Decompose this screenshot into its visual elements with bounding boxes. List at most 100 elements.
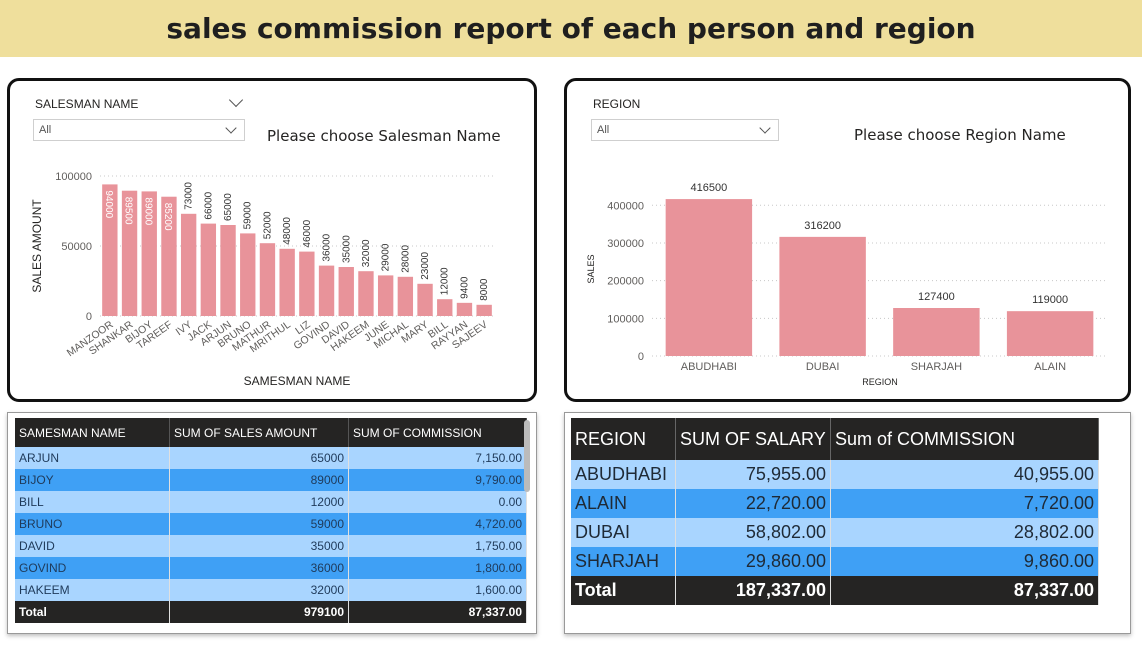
region-slicer-label: REGION (593, 97, 641, 111)
region-table-card: REGION SUM OF SALARY Sum of COMMISSION A… (564, 412, 1131, 634)
x-tick-label: DUBAI (806, 361, 840, 373)
table-cell: DAVID (15, 535, 170, 557)
col-header[interactable]: Sum of COMMISSION (830, 418, 1099, 460)
table-cell: 1,750.00 (348, 535, 527, 557)
table-total-row: Total 187,337.00 87,337.00 (571, 576, 1099, 605)
bar (102, 184, 118, 316)
y-axis-title: SALES (586, 254, 596, 283)
bar (121, 190, 138, 316)
table-cell: 35000 (169, 535, 349, 557)
total-cell: 187,337.00 (675, 576, 831, 605)
table-cell: 22,720.00 (675, 489, 831, 518)
data-label: 94000 (103, 190, 114, 218)
region-sales-chart: 0 100000 200000 300000 400000 416500 ABUDHABI 3… (586, 182, 1107, 387)
data-label: 89000 (142, 197, 153, 225)
y-tick-label: 50000 (61, 241, 92, 253)
salesman-table: SAMESMAN NAME SUM OF SALES AMOUNT SUM OF… (15, 418, 527, 623)
table-total-row: Total 979100 87,337.00 (15, 601, 527, 623)
table-cell: 7,150.00 (348, 447, 527, 469)
col-header[interactable]: SUM OF SALES AMOUNT (169, 418, 349, 447)
data-label: 29000 (381, 243, 392, 271)
bar (200, 223, 217, 316)
table-cell: 29,860.00 (675, 547, 831, 576)
table-cell: 89000 (169, 469, 349, 491)
total-cell: 979100 (169, 601, 349, 623)
table-cell: DUBAI (571, 518, 676, 547)
table-cell: 28,802.00 (830, 518, 1099, 547)
data-label: 73000 (184, 182, 195, 210)
bar (220, 225, 236, 316)
table-cell: 36000 (169, 557, 349, 579)
total-cell: 87,337.00 (348, 601, 527, 623)
table-cell: 4,720.00 (348, 513, 527, 535)
bar (397, 276, 414, 316)
region-dropdown[interactable]: All (591, 119, 779, 141)
table-cell: 12000 (169, 491, 349, 513)
data-label: 65000 (223, 193, 234, 221)
table-scrollbar[interactable] (524, 420, 530, 492)
x-tick-label: ALAIN (1034, 361, 1066, 373)
bar (417, 283, 433, 316)
table-header-row: REGION SUM OF SALARY Sum of COMMISSION (571, 418, 1099, 460)
data-label: 66000 (203, 191, 214, 219)
data-label: 32000 (361, 239, 372, 267)
region-chart-card: REGION All Please choose Region Name 0 10… (564, 78, 1131, 402)
table-cell: 1,600.00 (348, 579, 527, 601)
table-row[interactable]: HAKEEM 32000 1,600.00 (15, 579, 527, 601)
data-label: 28000 (400, 245, 411, 273)
bar (377, 275, 394, 316)
table-row[interactable]: BILL 12000 0.00 (15, 491, 527, 513)
col-header[interactable]: SAMESMAN NAME (15, 418, 170, 447)
bar (779, 236, 866, 356)
table-cell: HAKEEM (15, 579, 170, 601)
table-cell: BIJOY (15, 469, 170, 491)
table-cell: 59000 (169, 513, 349, 535)
region-prompt: Please choose Region Name (854, 126, 1066, 144)
bar (358, 271, 374, 316)
salesman-sales-chart: 05000010000094000MANZOOR89500SHANKAR8900… (30, 171, 494, 388)
y-axis-title: SALES AMOUNT (30, 199, 44, 293)
table-header-row: SAMESMAN NAME SUM OF SALES AMOUNT SUM OF… (15, 418, 527, 447)
y-tick-label: 300000 (607, 238, 644, 250)
data-label: 46000 (302, 219, 313, 247)
table-row[interactable]: BRUNO 59000 4,720.00 (15, 513, 527, 535)
table-row[interactable]: ARJUN 65000 7,150.00 (15, 447, 527, 469)
table-row[interactable]: GOVIND 36000 1,800.00 (15, 557, 527, 579)
bar (476, 304, 492, 316)
total-cell: Total (571, 576, 676, 605)
data-label: 59000 (243, 201, 254, 229)
x-tick-label: SHARJAH (911, 361, 962, 373)
salesman-table-card: SAMESMAN NAME SUM OF SALES AMOUNT SUM OF… (7, 412, 537, 634)
data-label: 89500 (123, 197, 134, 225)
table-cell: 65000 (169, 447, 349, 469)
bar (141, 191, 157, 316)
report-title-bar: sales commission report of each person a… (0, 0, 1142, 57)
total-cell: 87,337.00 (830, 576, 1099, 605)
table-row[interactable]: ABUDHABI 75,955.00 40,955.00 (571, 460, 1099, 489)
col-header[interactable]: REGION (571, 418, 676, 460)
col-header[interactable]: SUM OF SALARY (675, 418, 831, 460)
y-tick-label: 100000 (607, 313, 644, 325)
table-cell: BRUNO (15, 513, 170, 535)
table-row[interactable]: SHARJAH 29,860.00 9,860.00 (571, 547, 1099, 576)
data-label: 316200 (804, 220, 841, 232)
bar (318, 265, 335, 316)
salesman-dropdown[interactable]: All (33, 119, 245, 141)
table-row[interactable]: BIJOY 89000 9,790.00 (15, 469, 527, 491)
data-label: 12000 (440, 267, 451, 295)
table-row[interactable]: DAVID 35000 1,750.00 (15, 535, 527, 557)
bar (665, 199, 753, 356)
col-header[interactable]: SUM OF COMMISSION (348, 418, 527, 447)
y-tick-label: 0 (638, 351, 644, 363)
table-cell: GOVIND (15, 557, 170, 579)
table-cell: 58,802.00 (675, 518, 831, 547)
x-axis-title: REGION (862, 377, 898, 387)
table-cell: 40,955.00 (830, 460, 1099, 489)
bar (437, 299, 453, 316)
table-cell: BILL (15, 491, 170, 513)
salesman-slicer-label: SALESMAN NAME (35, 97, 139, 111)
table-row[interactable]: DUBAI 58,802.00 28,802.00 (571, 518, 1099, 547)
y-tick-label: 200000 (607, 276, 644, 288)
table-row[interactable]: ALAIN 22,720.00 7,720.00 (571, 489, 1099, 518)
data-label: 127400 (918, 291, 955, 303)
